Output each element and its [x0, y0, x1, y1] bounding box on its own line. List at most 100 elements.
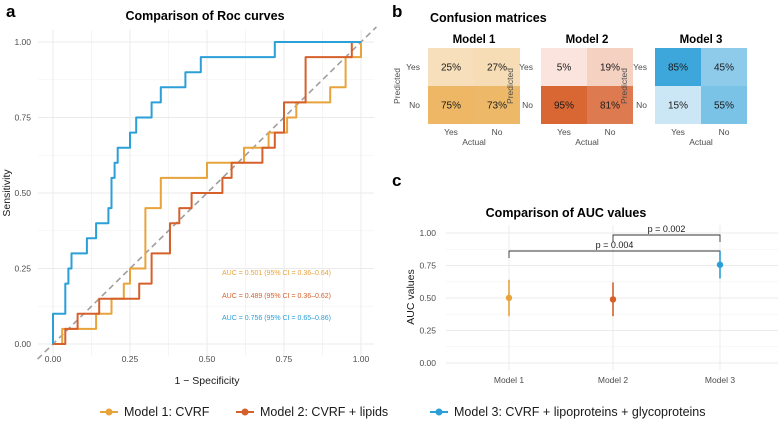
auc-ytick-label: 0.75	[419, 261, 436, 271]
confusion-row-label: No	[522, 100, 533, 110]
confusion-col-label: No	[719, 127, 730, 137]
bracket-line	[612, 234, 721, 242]
roc-ytick-label: 0.75	[14, 113, 31, 123]
panel-letter-c: c	[392, 171, 401, 190]
confusion-col-label: No	[492, 127, 503, 137]
panel-letter-a: a	[6, 2, 16, 21]
auc-ytick-label: 0.50	[419, 293, 436, 303]
panel-letter-b: b	[392, 2, 402, 21]
confusion-cell-label: 81%	[600, 101, 620, 112]
confusion-cell	[655, 86, 701, 124]
auc-ytick-label: 1.00	[419, 228, 436, 238]
confusion-cell-label: 45%	[714, 63, 734, 74]
legend-label: Model 1: CVRF	[124, 405, 210, 419]
confusion-cell	[701, 48, 747, 86]
confusion-xlabel: Actual	[462, 137, 486, 147]
auc-significance-bracket-1: p = 0.002	[612, 224, 721, 242]
confusion-col-label: No	[605, 127, 616, 137]
bracket-pvalue-label: p = 0.002	[648, 224, 686, 234]
legend-item-model-3: Model 3: CVRF + lipoproteins + glycoprot…	[430, 405, 706, 419]
roc-xtick-label: 0.25	[122, 354, 139, 364]
roc-ytick-label: 0.50	[14, 188, 31, 198]
confusion-cell-label: 73%	[487, 101, 507, 112]
legend-item-model-1: Model 1: CVRF	[100, 405, 210, 419]
confusion-cell-label: 5%	[557, 63, 572, 74]
confusion-matrix-title: Model 3	[680, 34, 723, 46]
confusion-cell	[587, 48, 633, 86]
legend-label: Model 2: CVRF + lipids	[260, 405, 388, 419]
confusion-matrix-model-3: Model 3 85% 45% 15% 55% Yes No Yes No Actual Predi…	[619, 34, 747, 147]
roc-xtick-label: 0.75	[276, 354, 293, 364]
confusion-cell	[587, 86, 633, 124]
confusion-panel: Confusion matrices Model 1 25% 27% 75% 73% Ye…	[392, 11, 747, 147]
confusion-cell-label: 27%	[487, 63, 507, 74]
confusion-cell	[541, 86, 587, 124]
roc-ytick-label: 0.25	[14, 264, 31, 274]
bracket-pvalue-label: p = 0.004	[596, 240, 634, 250]
roc-auc-annotation-3: AUC = 0.756 (95% CI = 0.65–0.86)	[222, 315, 331, 322]
roc-ylabel: Sensitivity	[1, 169, 13, 217]
roc-diagonal-reference	[37, 26, 377, 360]
confusion-row-label: Yes	[519, 62, 533, 72]
auc-ytick-label: 0.00	[419, 358, 436, 368]
roc-ytick-label: 0.00	[14, 339, 31, 349]
confusion-matrix-model-2: Model 2 5% 19% 95% 81% Yes No Yes No Actual Predic…	[505, 34, 633, 147]
confusion-row-label: No	[636, 100, 647, 110]
auc-point-2	[609, 296, 617, 303]
confusion-ylabel: Predicted	[505, 68, 515, 104]
legend-key-dot	[435, 408, 443, 416]
roc-curve-model-1	[53, 42, 362, 345]
roc-curve-model-3	[52, 41, 361, 344]
confusion-matrix-title: Model 1	[453, 34, 496, 46]
confusion-cell-label: 19%	[600, 63, 620, 74]
confusion-col-label: Yes	[444, 127, 458, 137]
confusion-cell	[541, 48, 587, 86]
auc-xtick-label: Model 3	[705, 375, 736, 385]
confusion-cell	[428, 48, 474, 86]
confusion-cell-label: 55%	[714, 101, 734, 112]
roc-xlabel: 1 − Specificity	[174, 375, 240, 387]
confusion-cell-label: 95%	[554, 101, 574, 112]
roc-curve-model-2	[53, 41, 361, 345]
confusion-col-label: Yes	[557, 127, 571, 137]
confusion-xlabel: Actual	[575, 137, 599, 147]
auc-ytick-label: 0.25	[419, 326, 436, 336]
confusion-row-label: Yes	[406, 62, 420, 72]
roc-auc-annotation-2: AUC = 0.489 (95% CI = 0.36–0.62)	[222, 293, 331, 300]
confusion-ylabel: Predicted	[619, 68, 629, 104]
auc-ylabel: AUC values	[405, 269, 417, 324]
confusion-matrix-title: Model 2	[566, 34, 609, 46]
confusion-matrix-model-1: Model 1 25% 27% 75% 73% Yes No Yes No Actual Predi…	[392, 34, 520, 147]
legend-label: Model 3: CVRF + lipoproteins + glycoprot…	[454, 405, 706, 419]
confusion-col-label: Yes	[671, 127, 685, 137]
legend-key-dot	[105, 408, 113, 416]
auc-xtick-label: Model 1	[494, 375, 525, 385]
roc-xtick-label: 0.50	[199, 354, 216, 364]
confusion-cell-label: 75%	[441, 101, 461, 112]
bracket-line	[508, 250, 721, 258]
legend-key-dot	[241, 408, 249, 416]
confusion-row-label: No	[409, 100, 420, 110]
legend-item-model-2: Model 2: CVRF + lipids	[236, 405, 388, 419]
cm-title: Confusion matrices	[430, 11, 547, 25]
confusion-cell-label: 25%	[441, 63, 461, 74]
confusion-cell	[474, 48, 520, 86]
roc-ytick-label: 1.00	[14, 37, 31, 47]
confusion-cell	[701, 86, 747, 124]
auc-xtick-label: Model 2	[598, 375, 629, 385]
auc-point-3	[716, 261, 724, 268]
confusion-cell-label: 15%	[668, 101, 688, 112]
confusion-cell	[428, 86, 474, 124]
roc-title: Comparison of Roc curves	[125, 9, 284, 23]
auc-point-1	[505, 294, 513, 302]
confusion-row-label: Yes	[633, 62, 647, 72]
confusion-cell-label: 85%	[668, 63, 688, 74]
confusion-cell	[474, 86, 520, 124]
auc-title: Comparison of AUC values	[486, 206, 647, 220]
confusion-xlabel: Actual	[689, 137, 713, 147]
roc-auc-annotation-1: AUC = 0.501 (95% CI = 0.36–0.64)	[222, 270, 331, 277]
confusion-ylabel: Predicted	[392, 68, 402, 104]
confusion-cell	[655, 48, 701, 86]
roc-xtick-label: 1.00	[353, 354, 370, 364]
